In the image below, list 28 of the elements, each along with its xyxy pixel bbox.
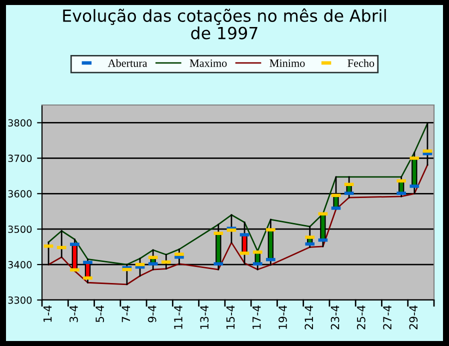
y-tick-label: 3400 xyxy=(8,261,32,268)
x-tick-label: 7-4 xyxy=(122,305,130,322)
line-series xyxy=(48,122,428,266)
y-tick-label: 3300 xyxy=(8,296,32,304)
y-tick-label: 3800 xyxy=(8,119,32,127)
legend-label: Abertura xyxy=(108,59,148,67)
x-tick-label: 21-4 xyxy=(304,305,313,330)
y-tick-label: 3600 xyxy=(8,190,32,198)
x-tick-label: 15-4 xyxy=(226,305,235,329)
x-tick-label: 9-4 xyxy=(148,305,156,322)
legend-label: Maximo xyxy=(190,59,227,67)
x-tick-label: 27-4 xyxy=(383,305,392,330)
x-tick-label: 29-4 xyxy=(409,305,418,330)
line-series xyxy=(48,164,428,286)
x-tick-label: 17-4 xyxy=(252,305,261,329)
x-tick-label: 19-4 xyxy=(278,305,287,329)
chart-title: Evolução das cotações no mês de Abril de 1997 xyxy=(63,8,386,40)
x-tick-label: 25-4 xyxy=(356,305,366,330)
legend-label: Fecho xyxy=(348,59,374,67)
x-tick-label: 1-4 xyxy=(44,305,52,322)
x-tick-label: 5-4 xyxy=(96,305,104,322)
y-tick-label: 3500 xyxy=(8,226,32,233)
y-tick-label: 3700 xyxy=(8,154,32,162)
x-tick-label: 3-4 xyxy=(69,305,78,322)
x-tick-label: 13-4 xyxy=(200,305,209,329)
x-tick-label: 11-4 xyxy=(174,305,182,329)
legend-label: Minimo xyxy=(270,59,305,67)
x-tick-label: 23-4 xyxy=(330,305,340,330)
